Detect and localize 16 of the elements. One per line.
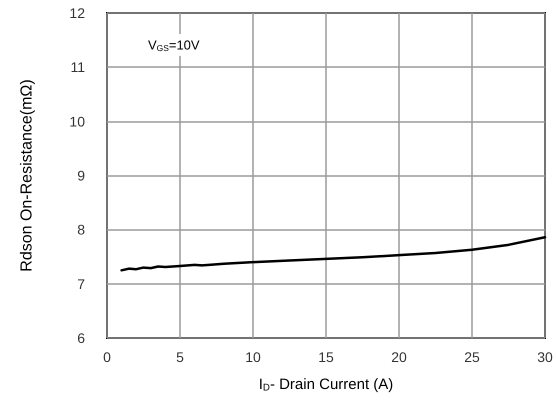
- y-tick-label: 12: [69, 5, 86, 21]
- y-axis-title: Rdson On-Resistance(mΩ): [18, 79, 36, 272]
- y-tick-label: 7: [77, 276, 86, 292]
- x-tick-label: 30: [537, 349, 553, 365]
- y-tick-label: 10: [69, 113, 86, 130]
- x-tick-label: 25: [464, 349, 480, 365]
- y-tick-label: 9: [77, 168, 86, 184]
- y-tick-label: 11: [70, 59, 86, 76]
- x-tick-label: 20: [391, 349, 407, 365]
- x-tick-label: 15: [318, 349, 334, 365]
- y-tick-label: 6: [77, 330, 86, 346]
- x-tick-label: 0: [103, 349, 112, 365]
- x-tick-label: 10: [245, 349, 261, 365]
- x-tick-label: 5: [176, 349, 184, 365]
- x-axis-title: ID- Drain Current (A): [258, 376, 394, 394]
- y-tick-label: 8: [77, 222, 86, 238]
